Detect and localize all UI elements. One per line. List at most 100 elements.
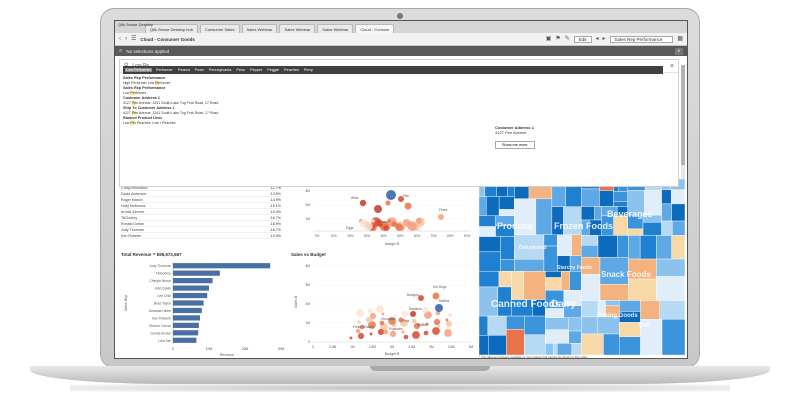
sales-budget-scatter-chart[interactable]: Sales vs Budget 4M 3M 2M 1M 0 0 0.5M 1M 1.5M 2M 2.… <box>291 251 476 358</box>
treemap-cell <box>506 315 525 330</box>
scatter-bubble <box>437 324 441 328</box>
search-result[interactable]: Sales Rep Performance Low Performer <box>123 86 423 96</box>
tab-consumer-sales[interactable]: Consumer Sales <box>199 24 240 33</box>
suggestion-item[interactable]: Low Performer <box>125 68 152 72</box>
laptop-notch <box>370 366 490 371</box>
scatter-xlabel: Budget $ <box>385 352 399 356</box>
search-result[interactable]: Ranked Product Desc Low Per Peaches, Low… <box>123 116 423 126</box>
tab-sales-webinar-1[interactable]: Sales Webinar <box>241 24 278 33</box>
search-result[interactable]: Ship To Customer Address 1 4127 Pen Aven… <box>123 106 423 116</box>
treemap-cell <box>656 258 686 277</box>
result-text: n Avenue, 3241 South Lake Tug Fork Road,… <box>136 101 210 105</box>
result-text: 4127 <box>123 111 132 115</box>
suggestion-item[interactable]: Pennsylvania <box>208 68 232 72</box>
treemap-cell <box>545 329 570 344</box>
bar-tick-label: 0 <box>172 347 174 351</box>
sales-budget-svg: 4M 3M 2M 1M 00 0.5M 1M 1.5M 2M 2.5M 3M 3.5M 4M Budget… <box>294 264 474 356</box>
treemap-cell <box>594 206 602 221</box>
menu-icon[interactable]: ☰ <box>131 36 137 42</box>
bar <box>173 278 213 284</box>
scatter-x-tick: 4M <box>469 345 474 349</box>
tab-hub[interactable]: Qlik Sense Desktop hub <box>145 24 198 33</box>
result-highlight: Pe <box>131 111 137 115</box>
table-row[interactable]: Roger Mason -14.9% <box>121 197 281 203</box>
bar-category-label: Lisa Tan <box>158 339 171 343</box>
category-treemap[interactable]: Produce Frozen Foods Beverages Snack Foods C… <box>478 178 686 356</box>
treemap-cell <box>581 316 598 335</box>
tab-cloud-consumer[interactable]: Cloud - Consum <box>355 24 395 33</box>
tab-sales-webinar-2[interactable]: Sales Webinar <box>279 24 316 33</box>
search-result[interactable]: Sales Rep Performance High Performer Low… <box>123 76 423 86</box>
rep-value: -15.4% <box>269 210 281 214</box>
next-sheet-icon[interactable]: ▸ <box>602 36 606 42</box>
bubble-label: Pots <box>403 319 410 323</box>
bar-category-label: John Davis <box>154 287 171 291</box>
table-row[interactable]: Craig Amundson -12.7% <box>121 185 281 191</box>
scrollbar-thumb[interactable] <box>681 65 685 165</box>
camera-icon[interactable]: ▣ <box>545 36 552 42</box>
scatter-bubble <box>411 318 417 324</box>
pen-icon[interactable]: ✎ <box>564 36 570 42</box>
sheet-selector[interactable]: Sales Rep Performance <box>609 35 674 43</box>
suggestion-item[interactable]: Pepper <box>249 68 263 72</box>
scatter-x-tick: 1M <box>350 345 355 349</box>
scatter-y-tick: 2M <box>305 203 310 207</box>
suggestion-item[interactable]: Peso <box>236 68 245 72</box>
search-result[interactable]: Customer Address 1 4127 Pen Avenue, 3241… <box>123 96 423 106</box>
result-text: Road <box>209 111 219 115</box>
scatter-bubble <box>445 320 453 328</box>
scatter-ylabel: Sales $ <box>294 296 298 308</box>
result-text: Low <box>123 91 131 95</box>
suggestion-item[interactable]: Performer <box>155 68 173 72</box>
scatter-bubble <box>368 321 376 329</box>
treemap-label: Produce <box>497 221 533 231</box>
treemap-cell <box>617 235 629 258</box>
suggestion-item[interactable]: Perry <box>303 68 313 72</box>
scatter-bubble <box>433 318 441 326</box>
treemap-cell <box>619 336 641 356</box>
table-row[interactable]: Holly McKenna -15.1% <box>121 203 281 209</box>
table-row[interactable]: David Anderson -13.5% <box>121 191 281 197</box>
prev-sheet-icon[interactable]: ◂ <box>595 36 599 42</box>
table-row[interactable]: Ken Roberts -19.5% <box>121 233 281 239</box>
bar <box>173 337 197 343</box>
edit-button[interactable]: Edit <box>573 35 592 43</box>
treemap-cell <box>671 203 686 222</box>
revenue-bar-chart[interactable]: Total Revenue = $98,672,667 Judy Thurman… <box>121 251 291 358</box>
suggestion-item[interactable]: Pearl <box>194 68 204 72</box>
table-row[interactable]: Arnold Zimmer -15.4% <box>121 209 281 215</box>
table-row[interactable]: Judy Thurman -18.7% <box>121 227 281 233</box>
search-tool-icon[interactable]: ⌕ <box>675 47 683 55</box>
suggestion-item[interactable]: Peanut <box>177 68 190 72</box>
suggestion-item[interactable]: Peggie <box>267 68 280 72</box>
treemap-cell <box>671 235 686 260</box>
treemap-cell <box>524 334 546 356</box>
rep-name: Judy Thurman <box>121 228 144 232</box>
treemap-label: Canned Foods <box>491 299 561 310</box>
table-row[interactable]: TAGodrey -16.7% <box>121 215 281 221</box>
treemap-cell <box>523 271 546 300</box>
tab-sales-webinar-3[interactable]: Sales Webinar <box>317 24 354 33</box>
bookmark-icon[interactable]: ⚑ <box>555 36 561 42</box>
scatter-x-tick: 2M <box>390 345 395 349</box>
suggestion-bar: Low Performer Performer Peanut Pearl Pen… <box>123 66 663 74</box>
margin-scatter-chart[interactable]: 3M 2M 1M 0% 10% 20% 30% 40% 50% 60% 70% 80% 90% Margi… <box>291 179 476 251</box>
treemap-cell <box>478 335 489 356</box>
sheets-icon[interactable]: ▦ <box>677 36 683 42</box>
scatter-x-tick: 70% <box>430 234 437 238</box>
show-more-button[interactable]: Show me more <box>495 141 535 149</box>
forward-icon[interactable]: › <box>125 36 127 42</box>
selection-tool-icon[interactable]: ⌕ <box>119 48 123 54</box>
scatter-bubble <box>379 223 383 227</box>
treemap-cell <box>581 333 604 356</box>
scatter-bubble <box>369 332 373 336</box>
table-row[interactable]: Ronald Dorian -16.9% <box>121 221 281 227</box>
close-icon[interactable]: × <box>669 62 674 70</box>
rep-name: Ken Roberts <box>121 234 141 238</box>
treemap-cell <box>478 236 501 253</box>
treemap-cell <box>581 188 600 207</box>
suggestion-item[interactable]: Peaches <box>284 68 299 72</box>
back-icon[interactable]: ‹ <box>119 36 121 42</box>
treemap-cell <box>581 235 599 246</box>
scatter-bubble <box>410 311 416 317</box>
